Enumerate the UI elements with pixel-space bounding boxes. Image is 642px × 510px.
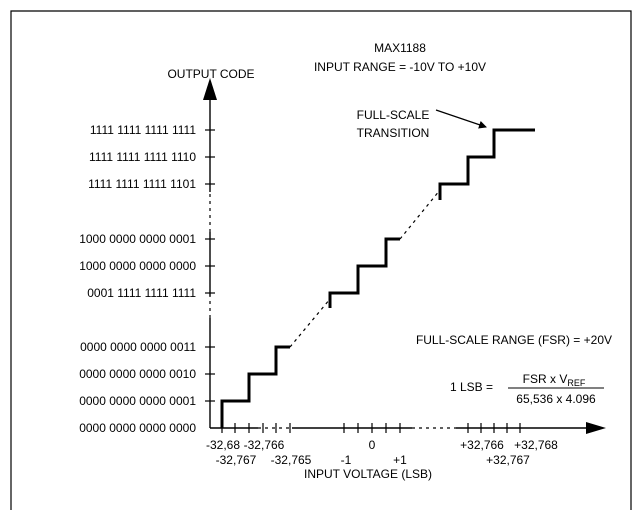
annotation-arrow (435, 109, 487, 129)
annotation-line1: FULL-SCALE (357, 108, 430, 122)
y-code-label: 1000 0000 0000 0000 (79, 259, 196, 273)
x-tick-label-upper: 0 (369, 438, 376, 452)
x-tick-label-lower: +32,767 (486, 453, 530, 467)
title-line1: MAX1188 (374, 41, 426, 55)
y-code-label: 1111 1111 1111 1111 (90, 123, 196, 137)
x-tick-label-lower: +1 (393, 453, 407, 467)
axes (203, 78, 606, 434)
x-tick-label-lower: -32,767 (216, 453, 257, 467)
staircase-lower (220, 345, 290, 428)
y-code-label: 1111 1111 1111 1101 (88, 177, 196, 191)
formula-num-main: FSR x V (523, 372, 568, 386)
y-code-label: 0000 0000 0000 0010 (79, 367, 196, 381)
formula-denominator: 65,536 x 4.096 (516, 392, 596, 406)
formula-lhs: 1 LSB = (450, 380, 493, 394)
formula-num-sub: REF (567, 378, 586, 388)
y-axis-arrow (203, 78, 217, 100)
y-code-label: 0001 1111 1111 1111 (87, 286, 196, 300)
staircase-dashed-upper (399, 189, 441, 240)
staircase-dashed-lower (289, 298, 331, 348)
y-code-label: 1111 1111 1111 1110 (89, 150, 196, 164)
x-tick-label-lower: -32,765 (271, 453, 312, 467)
x-tick-label-lower: -1 (341, 453, 352, 467)
x-tick-label-upper: -32,68 (206, 438, 240, 452)
fsr-label: FULL-SCALE RANGE (FSR) = +20V (416, 333, 612, 347)
x-tick-label-upper: +32,768 (514, 438, 558, 452)
formula-numerator: FSR x VREF (523, 372, 586, 388)
staircase-middle (328, 237, 400, 308)
x-axis-label: INPUT VOLTAGE (LSB) (304, 467, 432, 481)
x-axis-arrow (586, 422, 606, 434)
y-code-label: 1000 0000 0000 0001 (79, 232, 196, 246)
x-tick-label-upper: -32,766 (244, 438, 285, 452)
y-tick-labels: 1111 1111 1111 1111 1111 1111 1111 1110 … (79, 123, 196, 435)
lsb-formula: 1 LSB = FSR x VREF 65,536 x 4.096 (450, 372, 604, 406)
staircase-upper (438, 128, 535, 200)
title-line2: INPUT RANGE = -10V TO +10V (314, 60, 486, 74)
y-code-label: 0000 0000 0000 0001 (79, 394, 196, 408)
y-ticks (205, 129, 215, 402)
annotation-line2: TRANSITION (357, 126, 430, 140)
y-code-label: 0000 0000 0000 0011 (80, 340, 196, 354)
x-tick-label-upper: +32,766 (460, 438, 504, 452)
y-axis-label: OUTPUT CODE (167, 67, 254, 81)
y-code-label: 0000 0000 0000 0000 (79, 421, 196, 435)
x-tick-labels: -32,68 -32,766 0 +32,766 +32,768 -32,767… (206, 438, 558, 467)
transfer-staircase (220, 128, 535, 428)
figure-frame (10, 10, 632, 510)
